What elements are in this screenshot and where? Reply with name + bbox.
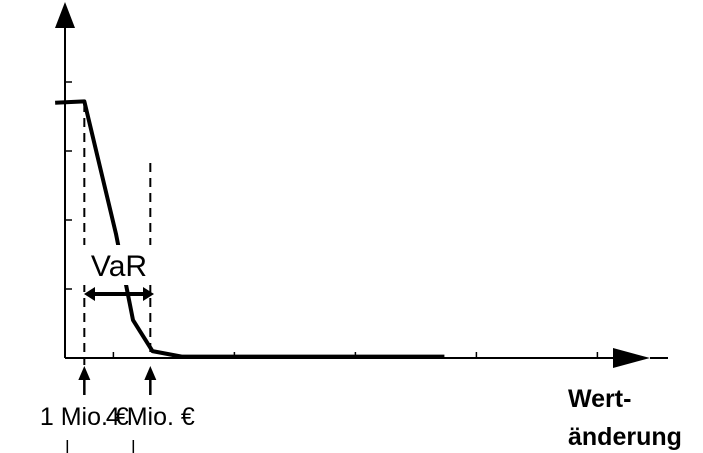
marker-label: 1 Mio. € xyxy=(40,403,129,431)
markers: 1 Mio. €4 Mio. € xyxy=(40,366,195,453)
var-label: VaR xyxy=(91,250,147,283)
x-axis-label-line-1: Wert- xyxy=(568,385,631,413)
x-axis-arrow-head xyxy=(613,348,650,368)
series xyxy=(55,99,445,359)
var-label-bg xyxy=(78,245,160,285)
var-right-arrow-head xyxy=(143,287,154,301)
var-left-arrow-head xyxy=(84,287,95,301)
marker-arrow-head xyxy=(144,366,157,380)
axes xyxy=(55,2,668,368)
var-annotation: VaR xyxy=(78,245,160,301)
marker-label: 4 Mio. € xyxy=(106,403,195,431)
marker-arrow-head xyxy=(78,366,91,380)
x-axis-label-line-2: änderung xyxy=(568,423,682,451)
ticks xyxy=(65,81,599,358)
series-line-1 xyxy=(55,99,445,359)
y-axis-arrow-head xyxy=(55,2,75,28)
